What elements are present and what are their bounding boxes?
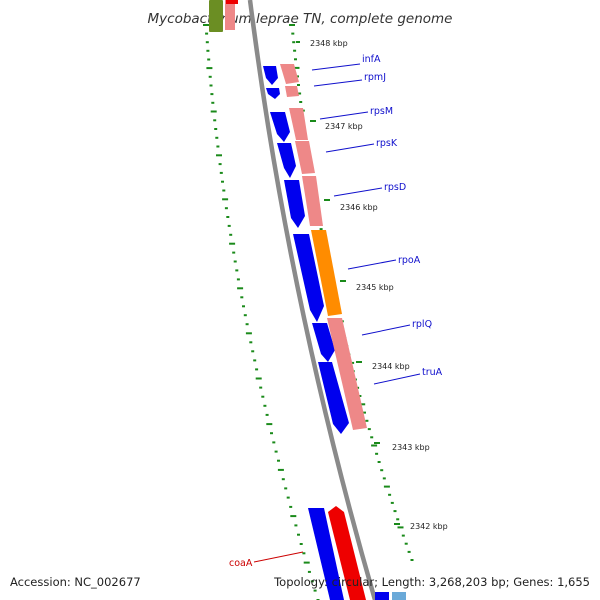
feature-lightblue-bottom[interactable]	[392, 592, 406, 600]
genome-backbone	[247, 0, 378, 600]
tick-label-2346: 2346 kbp	[340, 203, 378, 212]
leader-rpoA	[347, 259, 397, 270]
pink-segment-6[interactable]	[327, 318, 367, 430]
leader-infA	[311, 63, 361, 71]
tick-label-2342: 2342 kbp	[410, 522, 448, 531]
gene-label-rpsK[interactable]: rpsK	[376, 138, 398, 149]
gene-rplQ-arrow[interactable]	[312, 323, 335, 362]
tick-marks: 2348 kbp 2347 kbp 2346 kbp 2345 kbp 2344…	[296, 39, 448, 531]
gene-label-rplQ[interactable]: rplQ	[412, 319, 432, 330]
gene-label-rpsM[interactable]: rpsM	[370, 106, 393, 117]
leader-rpmJ	[313, 79, 363, 87]
gene-label-rpmJ[interactable]: rpmJ	[364, 72, 386, 83]
red-gene-coaA[interactable]	[328, 506, 366, 600]
leader-rpsD	[333, 187, 383, 197]
gene-label-truA[interactable]: truA	[422, 367, 443, 378]
tick-label-2343: 2343 kbp	[392, 443, 430, 452]
gene-features	[209, 0, 406, 600]
gene-rpsM-arrow[interactable]	[270, 112, 290, 142]
genome-summary-text: Topology: circular; Length: 3,268,203 bp…	[273, 575, 590, 589]
leader-rplQ	[361, 324, 411, 336]
gene-infA-arrow[interactable]	[263, 66, 278, 85]
pink-segment-2[interactable]	[285, 86, 299, 97]
gene-label-rpoA[interactable]: rpoA	[398, 255, 421, 266]
accession-text: Accession: NC_002677	[10, 575, 141, 589]
gene-rpoA-arrow[interactable]	[293, 234, 324, 322]
genome-title: Mycobacterium leprae TN, complete genome	[148, 11, 453, 27]
tick-label-2345: 2345 kbp	[356, 283, 394, 292]
leader-rpsK	[325, 143, 375, 153]
tick-label-2344: 2344 kbp	[372, 362, 410, 371]
gene-coaA-companion-arrow[interactable]	[308, 508, 344, 600]
tick-label-2348: 2348 kbp	[310, 39, 348, 48]
leader-truA	[373, 373, 421, 385]
pink-segment-3[interactable]	[289, 108, 308, 140]
gene-label-rpsD[interactable]: rpsD	[384, 182, 406, 193]
feature-red-top[interactable]	[226, 0, 238, 4]
orange-gene[interactable]	[311, 230, 342, 316]
leader-rpsM	[319, 111, 369, 120]
feature-pink-top[interactable]	[225, 0, 235, 30]
feature-green-top[interactable]	[209, 0, 223, 32]
leader-coaA	[253, 551, 304, 563]
gene-label-coaA[interactable]: coaA	[229, 558, 253, 569]
tick-label-2347: 2347 kbp	[325, 122, 363, 131]
pink-segment-4[interactable]	[295, 141, 315, 174]
gene-label-infA[interactable]: infA	[362, 54, 381, 65]
pink-segment-5[interactable]	[302, 176, 323, 226]
gene-rpmJ-arrow[interactable]	[266, 88, 280, 99]
gene-rpsD-arrow[interactable]	[284, 180, 305, 228]
feature-blue-bottom[interactable]	[375, 592, 389, 600]
gene-labels: infA rpmJ rpsM rpsK rpsD rpoA rplQ truA …	[229, 54, 443, 569]
pink-segment-1[interactable]	[280, 64, 299, 84]
gene-truA-arrow[interactable]	[318, 362, 349, 434]
outer-tick-dots	[203, 24, 320, 600]
gene-rpsK-arrow[interactable]	[277, 143, 296, 178]
